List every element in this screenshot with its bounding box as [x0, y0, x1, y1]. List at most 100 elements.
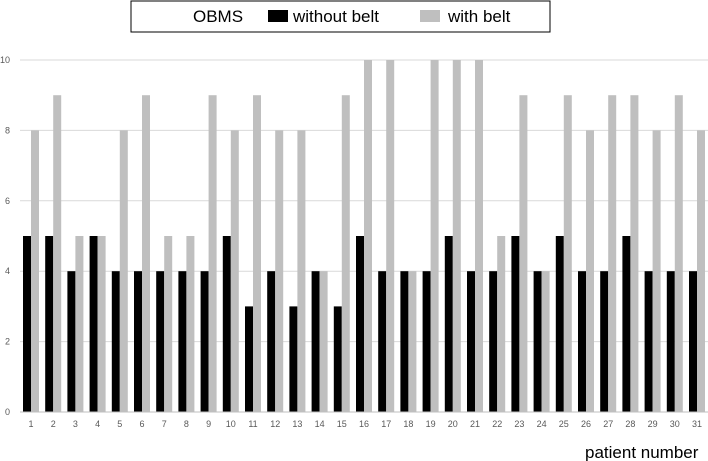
bar-without-belt: [356, 236, 364, 412]
bar-without-belt: [444, 236, 453, 412]
x-axis-title: patient number: [585, 443, 699, 461]
bar-without-belt: [489, 271, 498, 412]
bars-layer: [23, 60, 705, 412]
bar-with-belt: [674, 95, 683, 412]
bar-with-belt: [341, 95, 350, 412]
bar-with-belt: [497, 236, 506, 412]
bar-with-belt: [319, 271, 328, 412]
x-tick-label: 19: [426, 419, 436, 429]
legend-box: [130, 0, 551, 33]
x-tick-label: 27: [603, 419, 613, 429]
bar-with-belt: [297, 130, 306, 412]
x-tick-label: 4: [95, 419, 100, 429]
bar-with-belt: [208, 95, 217, 412]
bar-without-belt: [89, 236, 98, 412]
x-tick-label: 31: [692, 419, 702, 429]
bar-without-belt: [689, 271, 697, 412]
x-tick-label: 6: [139, 419, 144, 429]
bar-without-belt: [289, 306, 298, 412]
x-tick-label: 26: [581, 419, 591, 429]
bar-without-belt: [267, 271, 276, 412]
bar-with-belt: [142, 95, 150, 412]
bar-with-belt: [652, 130, 661, 412]
bar-without-belt: [134, 271, 142, 412]
bar-without-belt: [245, 306, 253, 412]
x-tick-label: 22: [492, 419, 502, 429]
bar-without-belt: [67, 271, 76, 412]
bar-without-belt: [23, 236, 31, 412]
y-tick-label: 10: [0, 55, 10, 65]
bar-with-belt: [430, 60, 439, 412]
bar-with-belt: [563, 95, 572, 412]
bar-with-belt: [75, 236, 84, 412]
bar-without-belt: [178, 271, 187, 412]
bar-without-belt: [400, 271, 409, 412]
y-tick-label: 8: [5, 125, 10, 135]
x-tick-label: 3: [73, 419, 78, 429]
bar-without-belt: [644, 271, 653, 412]
x-tick-label: 7: [162, 419, 167, 429]
y-tick-label: 6: [5, 196, 10, 206]
x-tick-label: 17: [381, 419, 391, 429]
x-tick-label: 28: [625, 419, 635, 429]
bar-without-belt: [311, 271, 320, 412]
x-tick-label: 15: [337, 419, 347, 429]
x-tick-label: 8: [184, 419, 189, 429]
bar-with-belt: [186, 236, 195, 412]
bar-with-belt: [475, 60, 483, 412]
legend-label-without-belt: without belt: [292, 7, 379, 26]
bar-with-belt: [364, 60, 372, 412]
legend-label-with-belt: with belt: [447, 7, 511, 26]
legend-swatch-without-belt: [268, 10, 288, 22]
bar-without-belt: [422, 271, 431, 412]
bar-without-belt: [378, 271, 387, 412]
bar-with-belt: [386, 60, 395, 412]
bar-with-belt: [275, 130, 284, 412]
bar-without-belt: [200, 271, 209, 412]
x-tick-label: 5: [117, 419, 122, 429]
bar-with-belt: [452, 60, 461, 412]
x-tick-label: 21: [470, 419, 480, 429]
bar-without-belt: [578, 271, 586, 412]
bar-without-belt: [467, 271, 475, 412]
bar-without-belt: [555, 236, 564, 412]
x-tick-label: 20: [448, 419, 458, 429]
bar-without-belt: [533, 271, 542, 412]
bar-with-belt: [697, 130, 705, 412]
legend-title: OBMS: [193, 7, 243, 26]
bar-without-belt: [600, 271, 609, 412]
x-tick-label: 2: [51, 419, 56, 429]
y-tick-label: 0: [5, 407, 10, 417]
y-tick-label: 4: [5, 266, 10, 276]
bar-with-belt: [541, 271, 550, 412]
bar-with-belt: [31, 130, 39, 412]
legend: OBMS without belt with belt: [130, 0, 551, 33]
x-tick-label: 24: [537, 419, 547, 429]
x-tick-label: 23: [514, 419, 524, 429]
legend-swatch-with-belt: [420, 10, 440, 22]
bar-with-belt: [253, 95, 261, 412]
x-tick-label: 29: [648, 419, 658, 429]
bar-without-belt: [45, 236, 54, 412]
x-tick-label: 11: [248, 419, 257, 429]
bar-without-belt: [156, 271, 165, 412]
x-tick-label: 9: [206, 419, 211, 429]
y-tick-label: 2: [5, 337, 10, 347]
bar-with-belt: [519, 95, 528, 412]
x-tick-label: 12: [270, 419, 280, 429]
bar-with-belt: [586, 130, 594, 412]
bar-without-belt: [111, 271, 120, 412]
x-tick-label: 1: [28, 419, 33, 429]
bar-with-belt: [53, 95, 62, 412]
bar-with-belt: [408, 271, 417, 412]
bar-without-belt: [333, 306, 342, 412]
x-tick-label: 30: [670, 419, 680, 429]
x-tick-label: 18: [403, 419, 413, 429]
bar-with-belt: [630, 95, 639, 412]
x-tick-label: 13: [292, 419, 302, 429]
bar-with-belt: [97, 236, 106, 412]
x-tick-label: 25: [559, 419, 569, 429]
x-tick-label: 10: [226, 419, 236, 429]
